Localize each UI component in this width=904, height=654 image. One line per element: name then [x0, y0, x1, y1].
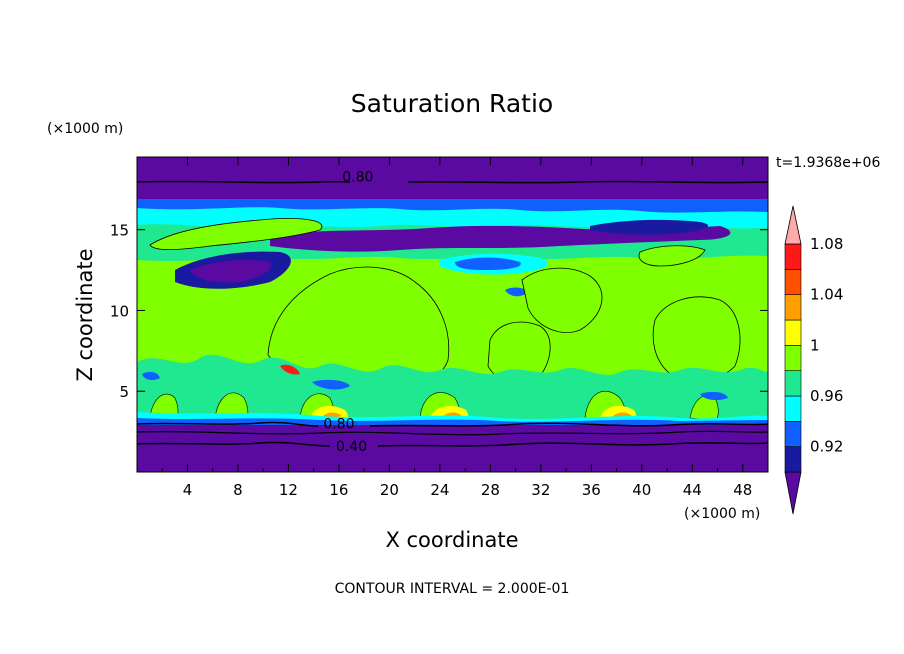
x-tick-label: 28: [481, 481, 500, 499]
colorbar-min-triangle: [784, 471, 802, 515]
contour-line-bottom-080: [137, 421, 768, 427]
colorbar-bin: [784, 269, 802, 295]
y-tick-label: 10: [110, 302, 129, 320]
contour-label: 0.80: [342, 169, 373, 185]
red-streak: [280, 364, 300, 375]
x-tick-label: 32: [531, 481, 550, 499]
lower-green-plumes: [149, 390, 719, 421]
contour-line-040: [137, 441, 768, 447]
contour-label: 0.40: [336, 439, 367, 455]
contour-labels: 0.80 0.80 0.40: [323, 169, 373, 455]
upper-green-lens: [149, 218, 323, 251]
colorbar-bin: [784, 370, 802, 397]
x-tick-label: 44: [683, 481, 702, 499]
colorbar: 0.92 0.96 1 1.04 1.08: [784, 205, 843, 515]
x-tick-label: 48: [733, 481, 752, 499]
colorbar-bin: [784, 446, 802, 473]
contour-interval-footer: CONTOUR INTERVAL = 2.000E-01: [335, 581, 570, 597]
colorbar-tick-label: 0.96: [810, 387, 843, 405]
purple-pocket: [190, 260, 271, 283]
colorbar-bin: [784, 294, 802, 321]
x-tick-label: 40: [632, 481, 651, 499]
x-tick-label: 16: [329, 481, 348, 499]
top-purple-band: [137, 157, 768, 199]
colorbar-tick-label: 1.08: [810, 235, 843, 253]
colorbar-max-triangle: [784, 205, 802, 245]
x-axis-unit: (×1000 m): [684, 506, 760, 522]
contour-label: 0.80: [323, 417, 354, 433]
y-tick-label: 15: [110, 222, 129, 240]
colorbar-tick-label: 1.04: [810, 286, 843, 304]
colorbar-bin: [784, 345, 802, 371]
plot-frame: [136, 156, 769, 473]
blue-blob-mid: [455, 257, 521, 270]
y-axis-label: Z coordinate: [73, 248, 97, 381]
x-tick-label: 12: [279, 481, 298, 499]
y-axis-unit: (×1000 m): [47, 121, 123, 137]
cloud-right: [521, 267, 603, 333]
dark-blue-streak-right: [590, 219, 709, 235]
x-tick-label: 8: [233, 481, 243, 499]
x-tick-label: 4: [183, 481, 193, 499]
y-tick-label: 5: [119, 383, 129, 401]
colorbar-bin: [784, 395, 802, 422]
cloud-far-right: [652, 296, 741, 381]
chart-title: Saturation Ratio: [351, 89, 553, 118]
x-tick-label: 36: [582, 481, 601, 499]
y-axis-ticks: 5 10 15: [110, 222, 768, 401]
colorbar-bin: [784, 421, 802, 447]
colorbar-bin: [784, 243, 802, 270]
blue-fleck: [505, 287, 528, 297]
x-tick-label: 20: [380, 481, 399, 499]
contour-line-top-080: [137, 180, 768, 184]
x-axis-label: X coordinate: [385, 528, 518, 552]
contour-field: [137, 157, 768, 472]
colorbar-bin: [784, 319, 802, 346]
contour-line-mid: [137, 430, 768, 436]
time-label: t=1.9368e+06: [776, 155, 880, 171]
colorbar-tick-label: 1: [810, 336, 820, 354]
x-tick-label: 24: [430, 481, 449, 499]
green-island-right: [638, 245, 706, 267]
x-axis-ticks: 4 8 12 16 20 24 28 32 36 40 44 48: [161, 157, 752, 499]
colorbar-tick-label: 0.92: [810, 438, 843, 456]
